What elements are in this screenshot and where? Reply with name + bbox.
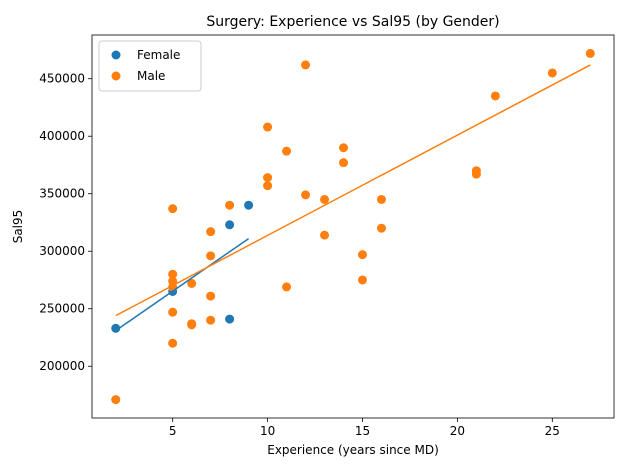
male-point: [376, 223, 386, 233]
plot-marks: [111, 48, 595, 405]
female-point: [225, 314, 235, 324]
x-tick-label: 25: [545, 424, 560, 438]
male-point: [320, 230, 330, 240]
male-point: [168, 269, 178, 279]
x-axis-label: Experience (years since MD): [267, 443, 439, 457]
male-point: [206, 251, 216, 261]
male-point: [490, 91, 500, 101]
male-point: [168, 204, 178, 214]
male-point: [301, 60, 311, 70]
y-tick-label: 350000: [39, 187, 85, 201]
male-point: [206, 315, 216, 325]
legend-label-male: Male: [137, 69, 165, 83]
x-tick-label: 20: [450, 424, 465, 438]
chart-title: Surgery: Experience vs Sal95 (by Gender): [206, 14, 499, 30]
plot-frame: [91, 34, 615, 419]
male-point: [357, 250, 367, 260]
male-point: [471, 169, 481, 179]
y-axis-label: Sal95: [11, 210, 25, 244]
male-point: [187, 278, 197, 288]
male-point: [301, 190, 311, 200]
female-point: [244, 200, 254, 210]
x-tick-label: 5: [169, 424, 177, 438]
male-point: [168, 338, 178, 348]
female-point: [225, 220, 235, 230]
x-tick-label: 10: [260, 424, 275, 438]
male-point: [357, 275, 367, 285]
y-tick-label: 300000: [39, 244, 85, 258]
male-point: [206, 227, 216, 237]
male-point: [263, 122, 273, 132]
male-point: [282, 282, 292, 292]
female-point: [111, 323, 121, 333]
male-point: [111, 395, 121, 405]
y-axis: 200000 250000 300000 350000 400000 450000: [39, 72, 92, 373]
y-tick-label: 200000: [39, 359, 85, 373]
male-point: [168, 307, 178, 317]
legend: Female Male: [98, 40, 202, 92]
male-point: [376, 194, 386, 204]
y-tick-label: 400000: [39, 129, 85, 143]
male-point: [339, 143, 349, 153]
y-tick-label: 450000: [39, 72, 85, 86]
male-point: [320, 194, 330, 204]
male-point: [187, 320, 197, 330]
x-tick-label: 15: [355, 424, 370, 438]
legend-box: [98, 40, 202, 92]
male-point: [263, 173, 273, 183]
female-trend-line: [115, 237, 250, 332]
male-trend-line: [115, 64, 591, 317]
x-axis: 5 10 15 20 25: [169, 418, 560, 438]
male-point: [339, 158, 349, 168]
male-point: [225, 200, 235, 210]
legend-marker-female: [111, 50, 121, 60]
male-point: [585, 48, 595, 58]
male-point: [547, 68, 557, 78]
male-point: [263, 181, 273, 191]
male-point: [282, 146, 292, 156]
male-point: [206, 291, 216, 301]
legend-label-female: Female: [137, 48, 180, 62]
y-tick-label: 250000: [39, 302, 85, 316]
legend-marker-male: [111, 71, 121, 81]
